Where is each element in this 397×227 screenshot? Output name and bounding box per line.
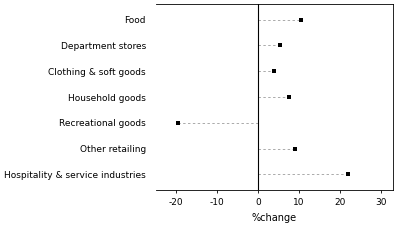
Point: [175, 121, 181, 125]
Point: [298, 18, 304, 22]
X-axis label: %change: %change: [252, 213, 297, 223]
Point: [285, 95, 292, 99]
Point: [277, 44, 283, 47]
Point: [271, 69, 278, 73]
Point: [345, 173, 351, 176]
Point: [291, 147, 298, 151]
